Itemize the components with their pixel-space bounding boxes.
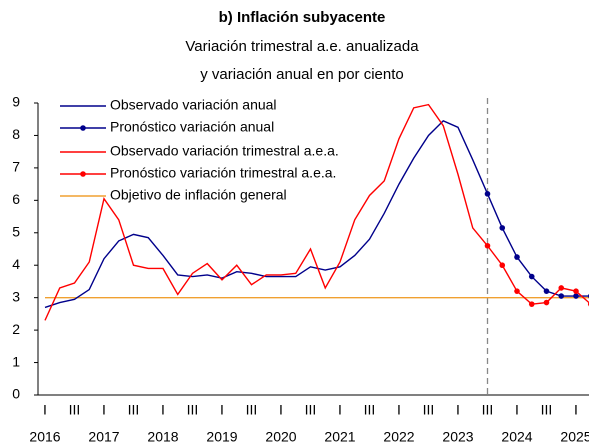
series-marker <box>573 288 579 294</box>
y-tick-label: 2 <box>12 321 20 337</box>
x-group-label: 2017 <box>88 429 119 445</box>
y-tick-label: 6 <box>12 191 20 207</box>
legend-marker <box>80 125 86 131</box>
series-marker <box>558 285 565 291</box>
series-line <box>44 120 489 309</box>
x-tick-label: I <box>279 402 283 418</box>
x-tick-label: III <box>128 402 140 418</box>
series-line <box>44 103 489 321</box>
series-marker <box>573 293 579 299</box>
x-tick-label: I <box>574 402 578 418</box>
x-tick-label: I <box>456 402 460 418</box>
x-group-label: 2021 <box>324 429 355 445</box>
x-tick-label: III <box>541 402 553 418</box>
chart-subtitle: y variación anual en por ciento <box>200 66 403 83</box>
y-tick-label: 7 <box>12 159 20 175</box>
series-marker <box>528 301 535 307</box>
x-tick-label: I <box>338 402 342 418</box>
series-marker <box>499 262 506 269</box>
series-marker <box>558 293 565 299</box>
series-marker <box>514 288 520 294</box>
legend-label: Pronóstico variación anual <box>110 119 274 135</box>
series-marker <box>499 225 506 231</box>
x-group-label: 2020 <box>265 429 296 445</box>
y-tick-label: 4 <box>12 256 20 272</box>
x-tick-label: I <box>515 402 519 418</box>
x-tick-label: I <box>397 402 401 418</box>
x-group-label: 2025 <box>560 429 589 445</box>
legend-marker <box>80 171 86 177</box>
legend-label: Observado variación trimestral a.e.a. <box>110 143 339 159</box>
x-tick-label: I <box>161 402 165 418</box>
series-marker <box>484 242 491 249</box>
series-marker <box>514 254 520 260</box>
x-group-label: 2016 <box>29 429 60 445</box>
x-tick-label: I <box>220 402 224 418</box>
x-tick-label: III <box>482 402 494 418</box>
x-tick-label: III <box>305 402 317 418</box>
series-marker <box>528 273 535 280</box>
x-group-label: 2018 <box>147 429 178 445</box>
series-marker <box>543 288 550 294</box>
x-group-label: 2022 <box>383 429 414 445</box>
x-tick-label: III <box>364 402 376 418</box>
chart-subtitle: Variación trimestral a.e. anualizada <box>185 38 419 55</box>
legend-label: Observado variación anual <box>110 97 277 113</box>
y-tick-label: 1 <box>12 353 20 369</box>
series-line <box>486 193 589 297</box>
legend-label: Pronóstico variación trimestral a.e.a. <box>110 165 336 181</box>
y-tick-label: 0 <box>12 386 20 402</box>
series-marker <box>484 191 491 197</box>
y-tick-label: 3 <box>12 288 20 304</box>
x-group-label: 2024 <box>501 429 532 445</box>
x-tick-label: III <box>246 402 258 418</box>
series-marker <box>543 299 550 306</box>
y-tick-label: 5 <box>12 223 20 239</box>
chart-title: b) Inflación subyacente <box>219 9 386 26</box>
legend-label: Objetivo de inflación general <box>110 187 287 203</box>
x-tick-label: I <box>102 402 106 418</box>
x-tick-label: III <box>423 402 435 418</box>
x-tick-label: I <box>43 402 47 418</box>
y-tick-label: 8 <box>12 126 20 142</box>
x-tick-label: III <box>187 402 199 418</box>
x-tick-label: III <box>69 402 81 418</box>
y-tick-label: 9 <box>12 94 20 110</box>
x-group-label: 2019 <box>206 429 237 445</box>
x-group-label: 2023 <box>442 429 473 445</box>
